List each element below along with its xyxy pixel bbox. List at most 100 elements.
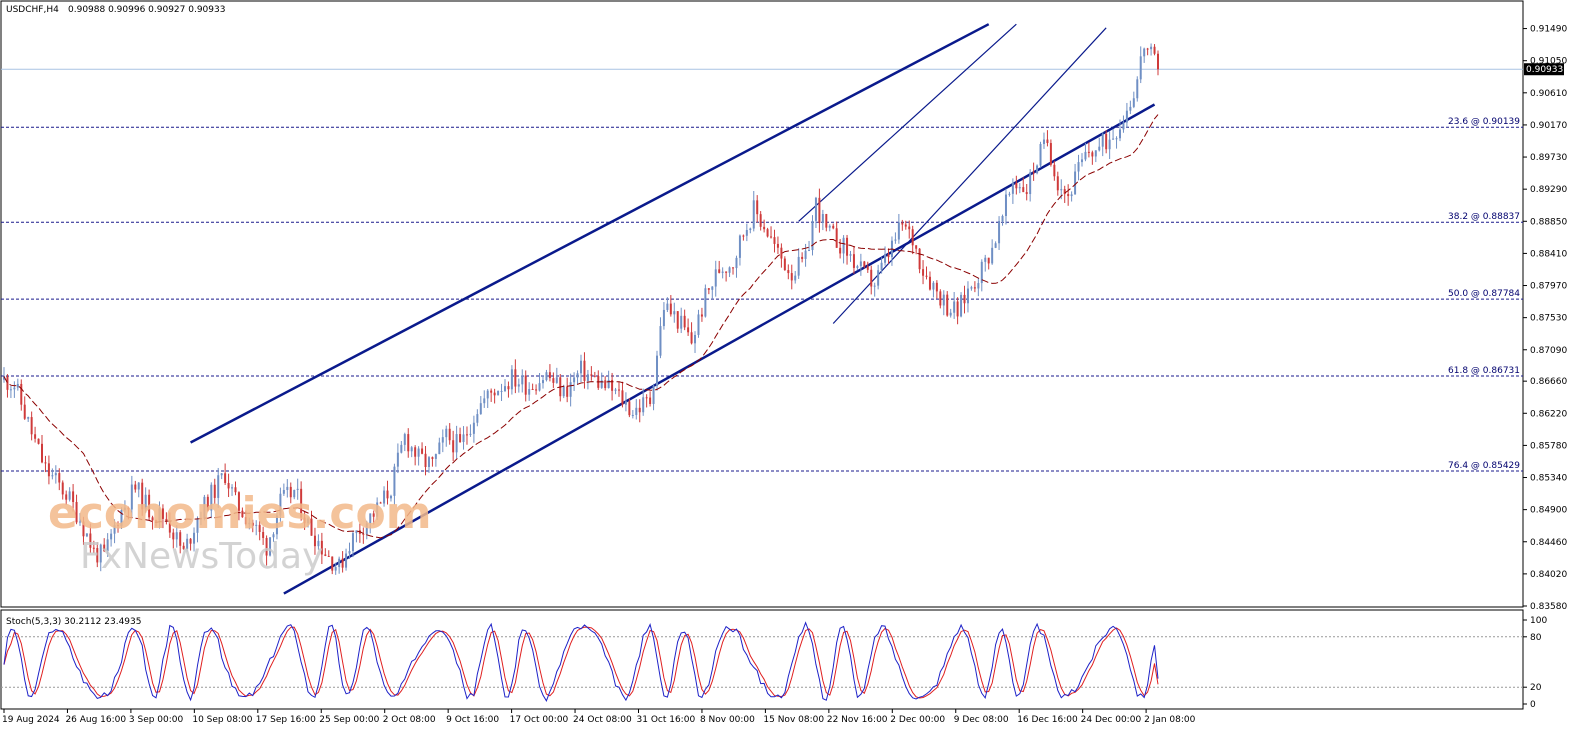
current-price-badge: 0.90933 (1524, 63, 1564, 76)
candle-body (966, 288, 969, 304)
candle-body (351, 533, 354, 552)
candle-body (852, 254, 855, 268)
time-tick-label: 24 Dec 00:00 (1081, 715, 1142, 725)
stochastic-oscillator: 100 80 20 0 (1, 616, 1547, 710)
candle-body (866, 266, 869, 270)
candle-body (251, 522, 254, 526)
candle-body (65, 494, 68, 500)
candle-body (179, 532, 182, 546)
candle-body (313, 535, 316, 547)
candle-body (137, 482, 140, 490)
stoch-frame (0, 609, 1524, 710)
candle-body (438, 442, 441, 455)
candle-body (3, 376, 5, 380)
candle-body (887, 254, 890, 258)
candle-body (1108, 139, 1111, 150)
candle-body (1022, 187, 1025, 193)
candle-body (880, 262, 883, 271)
candle-body (894, 239, 897, 241)
candle-body (745, 230, 748, 236)
candle-body (1025, 192, 1028, 195)
candle-body (541, 380, 544, 384)
candle-body (925, 275, 928, 277)
candle-body (303, 517, 306, 524)
candle-body (300, 488, 303, 518)
candle-body (210, 484, 213, 511)
candle-body (1132, 98, 1135, 107)
candle-body (459, 434, 462, 443)
candle-body (562, 386, 565, 397)
price-tick-label: 0.84900 (1530, 506, 1567, 516)
time-tick-label: 17 Oct 00:00 (510, 715, 569, 725)
candle-body (493, 392, 496, 396)
candle-body (998, 221, 1001, 244)
candle-body (849, 254, 852, 256)
candle-body (120, 510, 123, 527)
watermark-brand: economies.com (48, 488, 432, 539)
candle-body (618, 389, 621, 391)
candle-body (569, 382, 572, 397)
candle-body (1122, 122, 1125, 130)
candle-body (58, 473, 61, 483)
candle-body (341, 558, 344, 568)
candle-body (580, 360, 582, 374)
candle-body (486, 390, 489, 399)
candle-body (110, 533, 113, 540)
candle-body (846, 237, 849, 256)
candle-body (669, 303, 672, 315)
candle-body (220, 473, 223, 476)
candle-body (9, 389, 12, 391)
candle-body (75, 501, 78, 523)
candle-body (690, 332, 693, 344)
candle-body (13, 387, 16, 390)
candle-body (942, 294, 945, 306)
candle-body (946, 294, 949, 316)
candle-body (783, 258, 786, 271)
candle-body (275, 515, 278, 535)
time-tick-label: 10 Sep 08:00 (192, 715, 252, 725)
candle-body (642, 397, 645, 413)
candle-body (1146, 48, 1149, 50)
candle-body (338, 558, 341, 568)
candle-body (1074, 171, 1077, 195)
candle-body (396, 452, 399, 467)
candle-body (365, 523, 368, 535)
channel-line (798, 23, 1017, 222)
candle-body (85, 533, 88, 537)
price-tick-label: 0.87970 (1530, 282, 1567, 292)
time-tick-label: 26 Aug 16:00 (65, 715, 126, 725)
candle-body (227, 482, 230, 489)
candle-body (23, 404, 26, 419)
ohlc-label: 0.90988 0.90996 0.90927 0.90933 (68, 5, 225, 15)
candle-body (89, 533, 92, 548)
stoch-tick-label: 80 (1530, 633, 1542, 643)
price-tick-label: 0.90170 (1530, 121, 1567, 131)
candle-body (258, 524, 261, 532)
candle-body (213, 484, 216, 498)
candle-body (742, 235, 745, 237)
candle-body (652, 385, 655, 404)
candle-body (203, 496, 206, 519)
candle-body (41, 443, 44, 463)
candle-body (773, 237, 776, 244)
fib-level-label: 23.6 @ 0.90139 (1448, 117, 1520, 127)
main-chart-frame (0, 0, 1524, 608)
candle-body (172, 532, 175, 540)
candle-body (514, 369, 517, 387)
candle-body (970, 287, 973, 289)
candle-body (507, 386, 510, 390)
candle-body (383, 490, 386, 504)
candle-body (614, 389, 617, 391)
candle-body (859, 261, 862, 267)
candle-body (510, 369, 513, 390)
candle-body (503, 386, 506, 391)
current-price-badge-bg (1524, 63, 1564, 76)
candle-body (714, 269, 717, 287)
candle-body (1049, 143, 1052, 165)
candle-body (770, 236, 773, 238)
candle-body (960, 294, 963, 317)
time-tick-label: 16 Dec 16:00 (1017, 715, 1078, 725)
time-tick-label: 19 Aug 2024 (2, 715, 60, 725)
candle-body (600, 380, 603, 388)
